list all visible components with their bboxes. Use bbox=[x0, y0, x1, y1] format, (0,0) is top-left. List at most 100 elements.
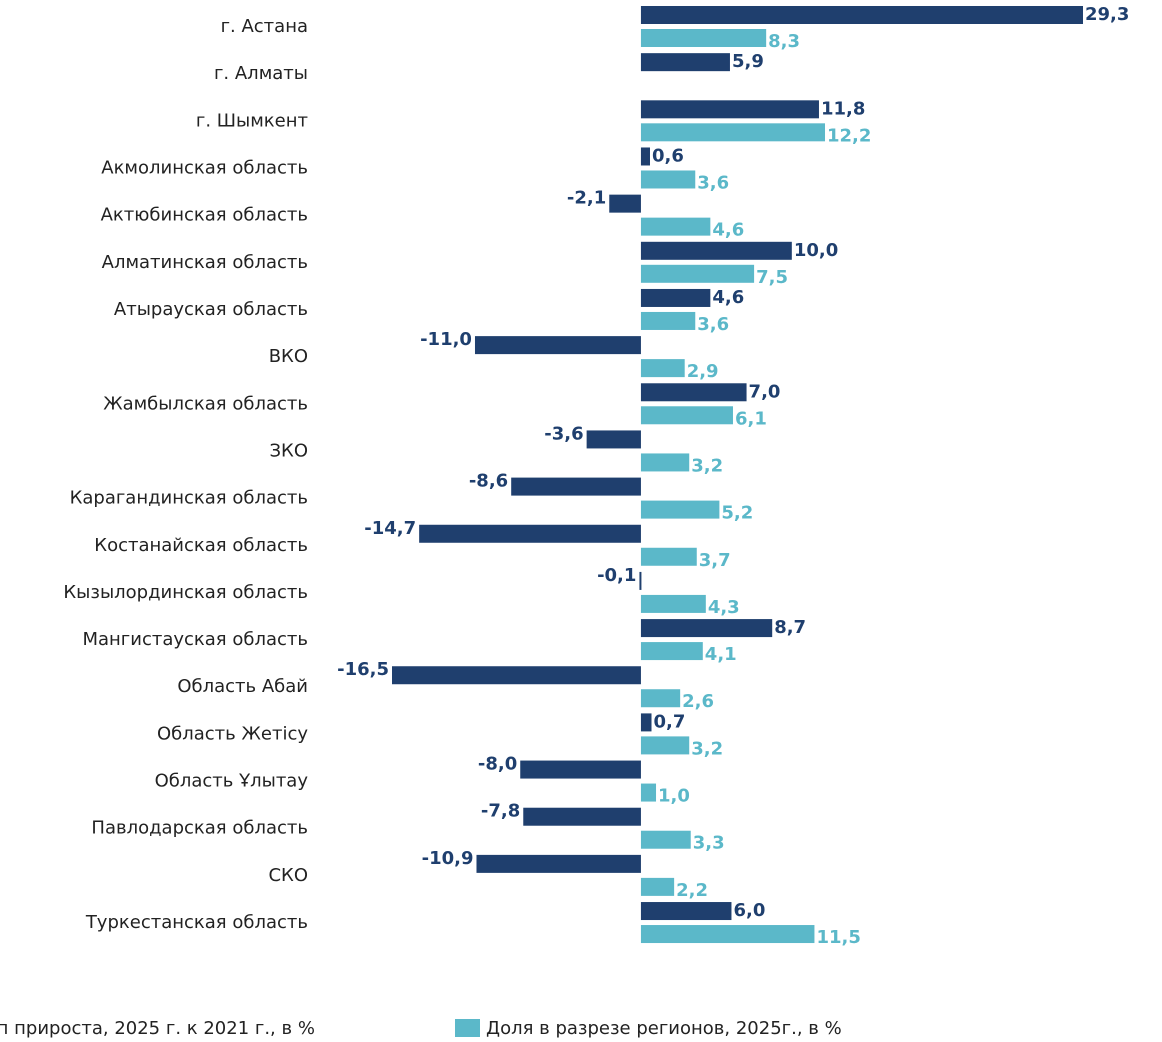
bar bbox=[640, 6, 1083, 24]
legend-label: Доля в разрезе регионов, 2025г., в % bbox=[486, 1018, 842, 1039]
data-label: 4,6 bbox=[712, 287, 744, 308]
data-label: -0,1 bbox=[597, 565, 636, 586]
data-label: 3,6 bbox=[697, 314, 729, 335]
category-label: Актюбинская область bbox=[101, 205, 308, 226]
data-label: 4,3 bbox=[708, 597, 740, 618]
bar bbox=[640, 902, 732, 921]
data-label: 5,2 bbox=[721, 503, 753, 524]
bar bbox=[639, 571, 642, 590]
bar bbox=[640, 783, 657, 802]
bar bbox=[419, 524, 641, 543]
data-label: 8,7 bbox=[774, 617, 806, 638]
bar bbox=[523, 807, 641, 826]
bar bbox=[640, 170, 696, 189]
category-label: Область Абай bbox=[177, 676, 308, 697]
data-label: 2,9 bbox=[687, 361, 719, 382]
bar bbox=[609, 194, 641, 213]
data-label: 0,7 bbox=[654, 711, 686, 732]
bar bbox=[640, 830, 691, 849]
bar bbox=[640, 500, 720, 519]
bar bbox=[520, 760, 641, 779]
bar bbox=[640, 689, 681, 708]
category-label: Карагандинская область bbox=[70, 488, 308, 509]
bar bbox=[392, 666, 641, 685]
data-label: 6,0 bbox=[733, 900, 765, 921]
bar bbox=[640, 736, 690, 755]
data-label: 6,1 bbox=[735, 408, 767, 429]
data-label: 8,3 bbox=[768, 31, 800, 52]
category-label: Акмолинская область bbox=[101, 157, 308, 178]
category-label: Кызылординская область bbox=[63, 582, 308, 603]
data-label: -14,7 bbox=[364, 518, 416, 539]
data-label: 3,6 bbox=[697, 172, 729, 193]
data-label: 7,0 bbox=[749, 381, 781, 402]
bar bbox=[640, 877, 675, 896]
bar bbox=[640, 619, 773, 638]
bar bbox=[511, 477, 641, 496]
legend-swatch bbox=[455, 1019, 480, 1037]
data-label: 12,2 bbox=[827, 125, 871, 146]
category-label: Мангистауская область bbox=[82, 629, 308, 650]
bar bbox=[640, 594, 706, 613]
category-label: Костанайская область bbox=[94, 535, 308, 556]
data-label: 3,7 bbox=[699, 550, 731, 571]
bar bbox=[640, 147, 650, 166]
data-label: 3,2 bbox=[691, 455, 723, 476]
bar bbox=[640, 311, 696, 330]
bar bbox=[640, 406, 733, 425]
data-label: -8,0 bbox=[478, 754, 517, 775]
category-label: Алматинская область bbox=[102, 252, 308, 273]
bar bbox=[640, 29, 767, 47]
bar bbox=[586, 430, 641, 449]
bar bbox=[474, 336, 641, 355]
data-label: -8,6 bbox=[469, 471, 508, 492]
legend-label: Темп прироста, 2025 г. к 2021 г., в % bbox=[0, 1018, 315, 1039]
category-label: г. Астана bbox=[221, 16, 308, 37]
bar bbox=[640, 642, 703, 661]
data-label: 7,5 bbox=[756, 267, 788, 288]
data-label: 4,6 bbox=[712, 220, 744, 241]
bar bbox=[640, 53, 730, 72]
data-label: -11,0 bbox=[420, 329, 472, 350]
category-label: Павлодарская область bbox=[91, 818, 308, 839]
bar bbox=[640, 100, 819, 119]
bar bbox=[640, 453, 690, 472]
bar bbox=[640, 383, 747, 402]
bar bbox=[640, 288, 711, 307]
data-label: 2,2 bbox=[676, 880, 708, 901]
bar bbox=[640, 359, 685, 378]
category-label: ЗКО bbox=[270, 440, 309, 461]
category-label: Атырауская область bbox=[114, 299, 308, 320]
data-label: 11,8 bbox=[821, 98, 865, 119]
category-label: г. Алматы bbox=[214, 63, 308, 84]
data-label: 11,5 bbox=[816, 927, 860, 948]
data-label: 4,1 bbox=[705, 644, 737, 665]
data-label: 2,6 bbox=[682, 691, 714, 712]
data-label: 5,9 bbox=[732, 51, 764, 72]
data-label: 0,6 bbox=[652, 145, 684, 166]
bar bbox=[640, 547, 697, 566]
data-label: 3,2 bbox=[691, 738, 723, 759]
bar bbox=[640, 123, 826, 142]
data-label: -7,8 bbox=[481, 801, 520, 822]
bar bbox=[476, 854, 641, 873]
data-label: 29,3 bbox=[1085, 4, 1129, 25]
data-label: -10,9 bbox=[422, 848, 474, 869]
data-label: 1,0 bbox=[658, 786, 690, 807]
data-label: -16,5 bbox=[337, 659, 389, 680]
category-label: Область Ұлытау bbox=[155, 771, 309, 792]
bar bbox=[640, 241, 792, 260]
bar bbox=[640, 925, 815, 944]
data-label: 10,0 bbox=[794, 240, 838, 261]
category-label: Область Жетісу bbox=[157, 723, 308, 744]
bar bbox=[640, 217, 711, 236]
data-label: -3,6 bbox=[544, 423, 583, 444]
data-label: 3,3 bbox=[693, 833, 725, 854]
category-label: Туркестанская область bbox=[85, 912, 308, 933]
data-label: -2,1 bbox=[567, 188, 606, 209]
category-label: СКО bbox=[268, 865, 308, 886]
category-label: ВКО bbox=[269, 346, 308, 367]
bar bbox=[640, 713, 652, 732]
category-label: г. Шымкент bbox=[196, 110, 308, 131]
